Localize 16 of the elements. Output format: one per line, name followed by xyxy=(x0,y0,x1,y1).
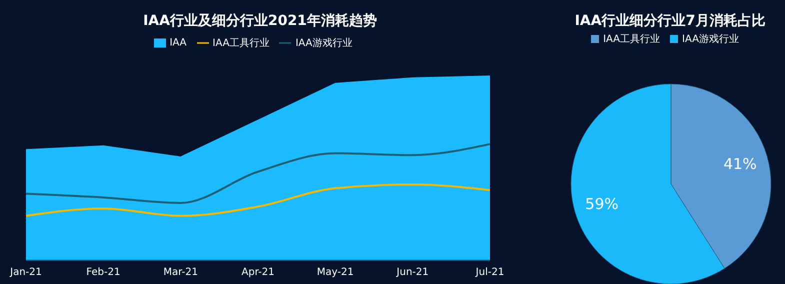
x-tick-label: Jul-21 xyxy=(474,267,504,278)
x-tick-label: Mar-21 xyxy=(163,267,198,278)
x-tick-label: May-21 xyxy=(316,267,354,278)
legend-label: IAA工具行业 xyxy=(212,38,270,49)
x-tick-label: Jan-21 xyxy=(9,267,42,278)
legend-label: IAA游戏行业 xyxy=(682,34,739,45)
data-label: 41% xyxy=(723,154,757,173)
x-tick-label: Jun-21 xyxy=(396,267,429,278)
chart-title: IAA行业细分行业7月消耗占比 xyxy=(574,12,766,31)
x-tick-label: Feb-21 xyxy=(86,267,120,278)
legend-label: IAA xyxy=(170,38,187,49)
x-tick-label: Apr-21 xyxy=(242,267,274,278)
chart-title: IAA行业及细分行业2021年消耗趋势 xyxy=(142,12,378,31)
legend-label: IAA游戏行业 xyxy=(295,38,352,49)
legend-label: IAA工具行业 xyxy=(603,34,660,45)
data-label: 59% xyxy=(585,195,619,214)
